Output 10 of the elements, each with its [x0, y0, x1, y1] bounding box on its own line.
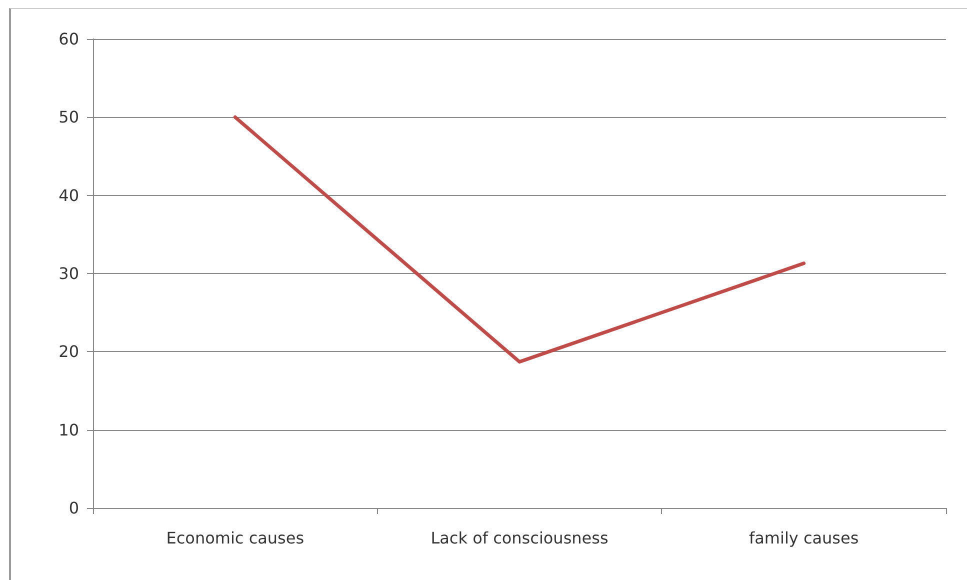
y-tick-label: 30	[58, 264, 79, 283]
y-tick-label: 20	[58, 342, 79, 362]
y-tick-label: 0	[68, 498, 79, 518]
y-tick-label: 10	[58, 420, 79, 440]
y-tick-label: 50	[58, 108, 79, 127]
y-tick-label: 60	[58, 30, 79, 48]
x-tick-label: Economic causes	[166, 528, 304, 548]
y-tick-label: 40	[58, 186, 79, 205]
x-tick-label: family causes	[748, 528, 859, 548]
x-tick-label: Lack of consciousness	[430, 528, 608, 548]
